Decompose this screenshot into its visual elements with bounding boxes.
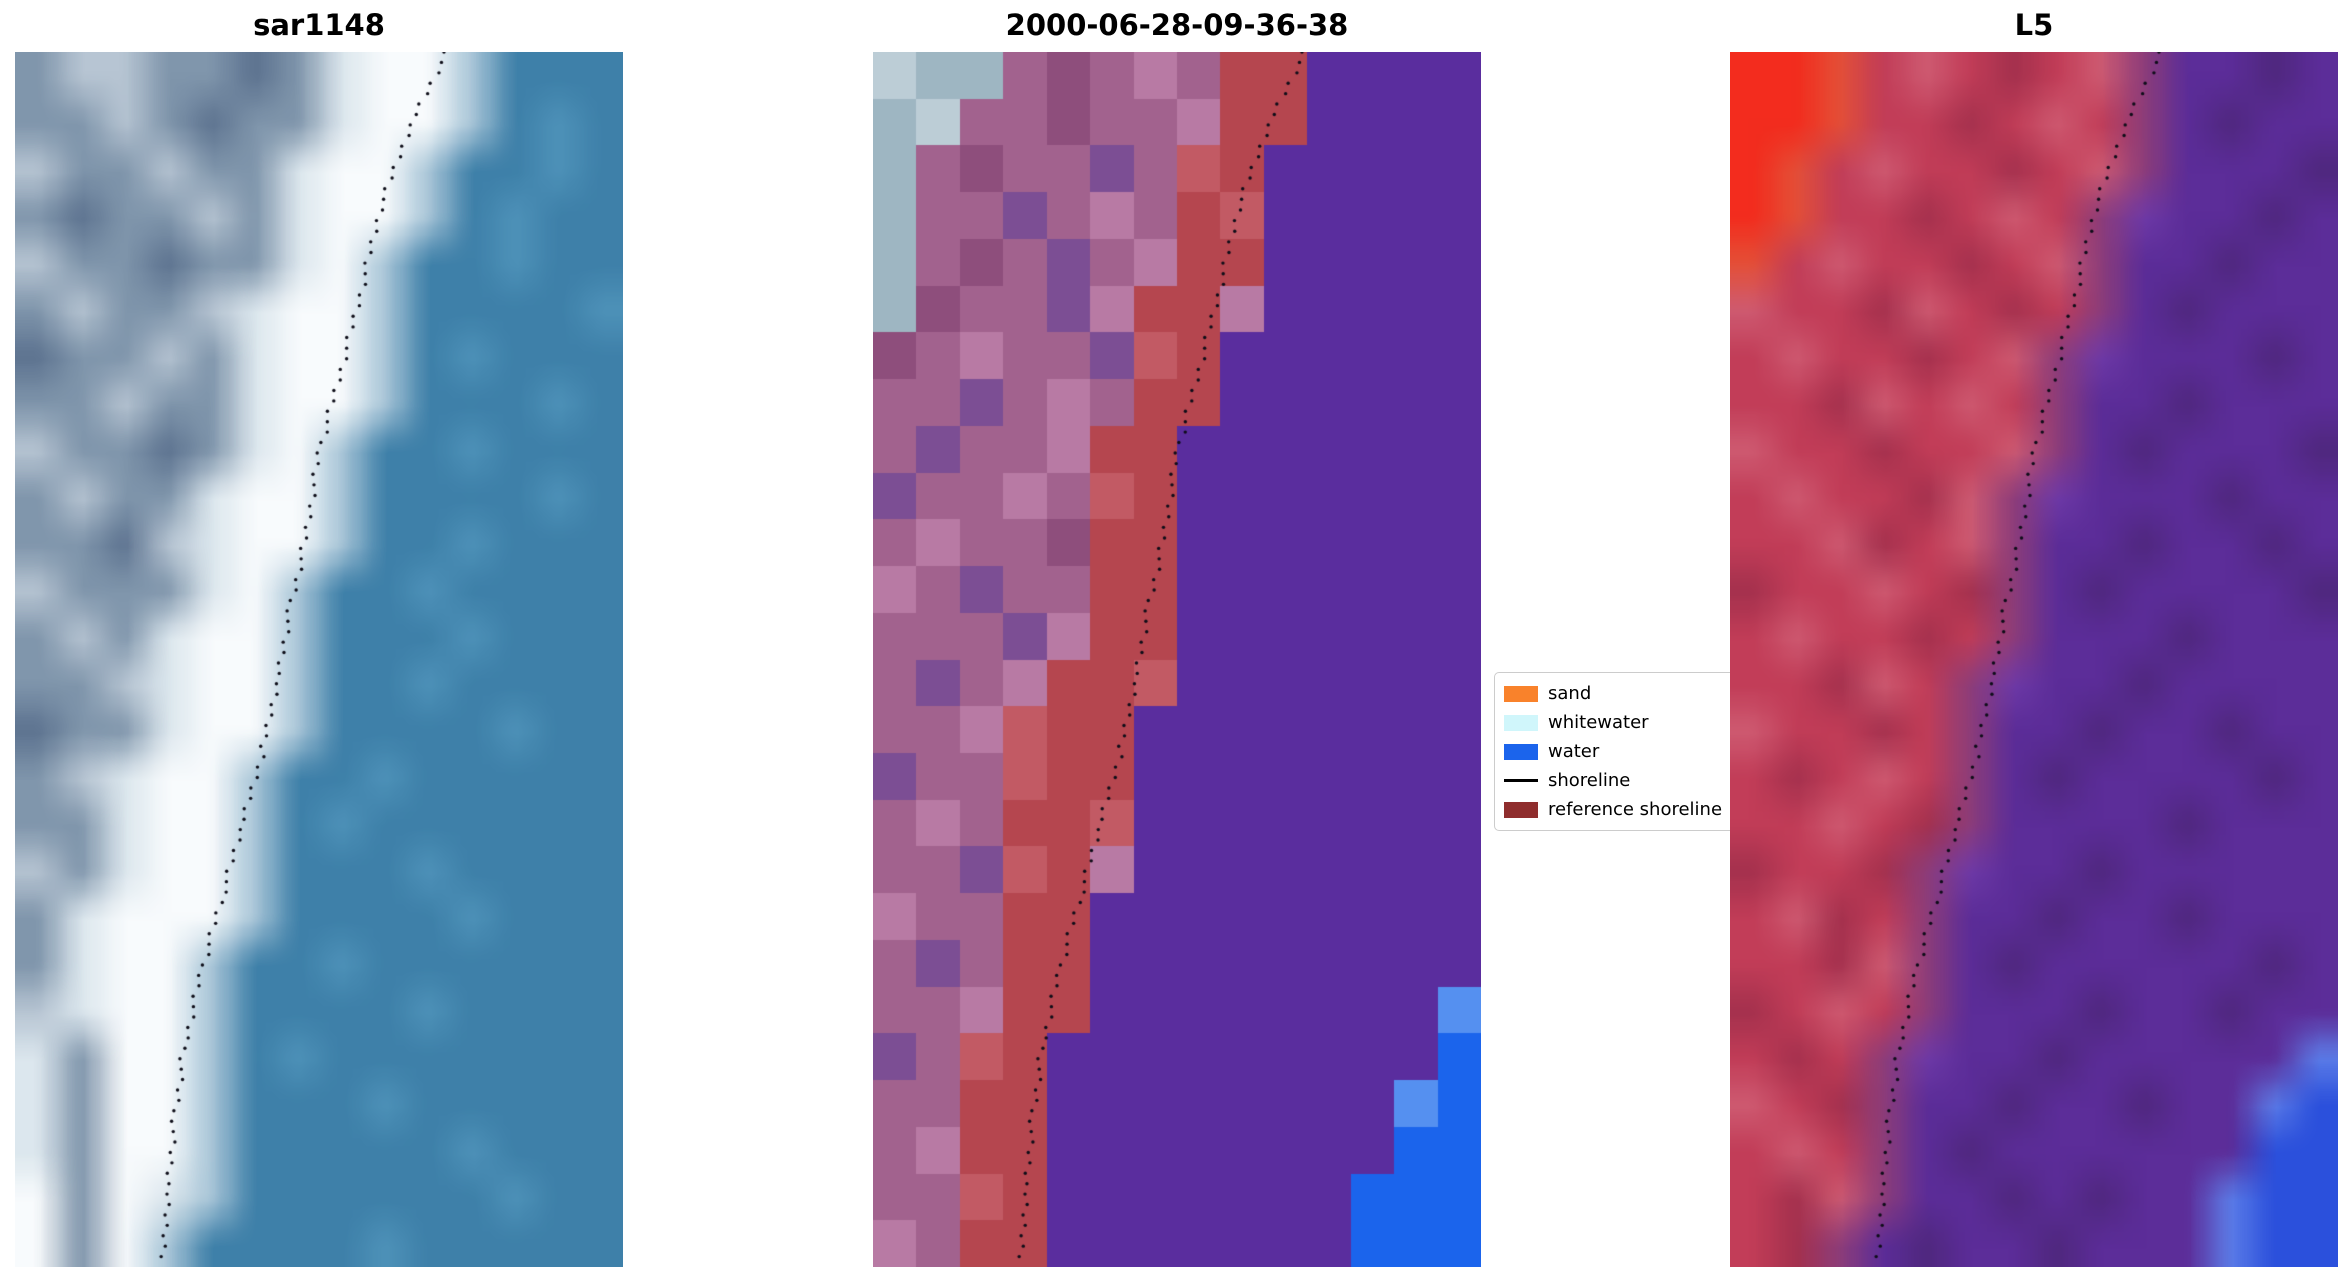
legend-label-water: water [1548, 741, 1600, 762]
panel-title-classification: 2000-06-28-09-36-38 [1005, 8, 1349, 42]
shoreline-line-swatch [1504, 779, 1538, 782]
legend-label-reference-shoreline: reference shoreline [1548, 799, 1723, 820]
sand-swatch [1504, 685, 1538, 702]
panel-title-sar1148: sar1148 [253, 8, 385, 42]
whitewater-swatch [1504, 714, 1538, 731]
legend-item-sand: sand [1504, 679, 1793, 708]
classification-image [873, 52, 1481, 1267]
panel-title-l5: L5 [2014, 8, 2054, 42]
legend-item-whitewater: whitewater [1504, 708, 1793, 737]
panel-sar1148: sar1148 [15, 0, 623, 1267]
legend-label-shoreline: shoreline [1548, 770, 1631, 791]
l5-image [1730, 52, 2338, 1267]
legend-label-sand: sand [1548, 683, 1592, 704]
sar1148-image [15, 52, 623, 1267]
reference-shoreline-swatch [1504, 801, 1538, 818]
legend-item-shoreline: shoreline [1504, 766, 1793, 795]
legend-item-water: water [1504, 737, 1793, 766]
legend-item-reference-shoreline: reference shoreline [1504, 795, 1793, 824]
water-swatch [1504, 743, 1538, 760]
panel-classification: 2000-06-28-09-36-38 [873, 0, 1481, 1267]
panel-l5: L5 [1730, 0, 2338, 1267]
legend-label-whitewater: whitewater [1548, 712, 1649, 733]
